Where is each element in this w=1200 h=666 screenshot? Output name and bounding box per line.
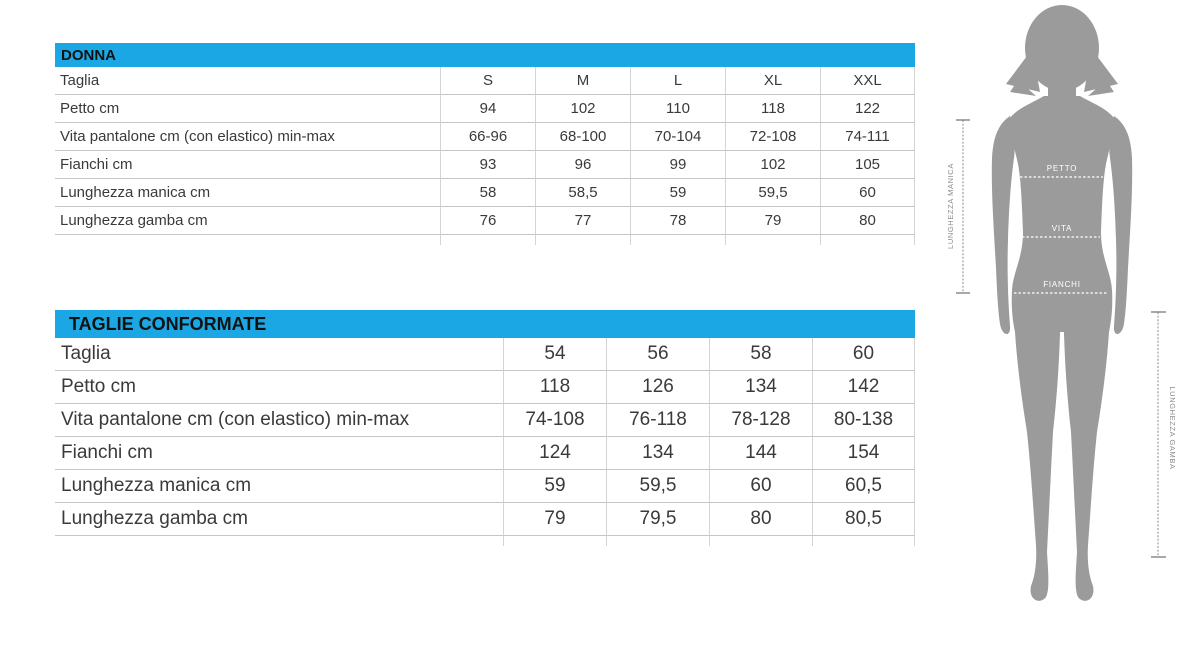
value-cell: 134 bbox=[709, 371, 812, 404]
row-label: Taglia bbox=[55, 67, 440, 95]
value-cell: 70-104 bbox=[630, 123, 725, 151]
value-cell: 79 bbox=[503, 503, 606, 536]
table-row: Taglia 54 56 58 60 bbox=[55, 338, 915, 371]
value-cell: 126 bbox=[606, 371, 709, 404]
size-cell: 54 bbox=[503, 338, 606, 371]
value-cell: 154 bbox=[812, 437, 915, 470]
conformate-size-table: TAGLIE CONFORMATE Taglia 54 56 58 60 Pet… bbox=[55, 310, 915, 569]
value-cell: 59 bbox=[630, 179, 725, 207]
size-cell: 58 bbox=[709, 338, 812, 371]
row-label: Fianchi cm bbox=[55, 151, 440, 179]
table-row: Petto cm 118 126 134 142 bbox=[55, 371, 915, 404]
leg-length-label: LUNGHEZZA GAMBA bbox=[1168, 386, 1177, 469]
value-cell: 78-128 bbox=[709, 404, 812, 437]
value-cell: 99 bbox=[630, 151, 725, 179]
value-cell: 68-100 bbox=[535, 123, 630, 151]
value-cell: 96 bbox=[535, 151, 630, 179]
value-cell: 80-138 bbox=[812, 404, 915, 437]
table-row: Fianchi cm 93 96 99 102 105 bbox=[55, 151, 915, 179]
size-cell: XXL bbox=[820, 67, 915, 95]
value-cell: 144 bbox=[709, 437, 812, 470]
table-row: Vita pantalone cm (con elastico) min-max… bbox=[55, 404, 915, 437]
sleeve-measure bbox=[956, 119, 970, 294]
value-cell: 58 bbox=[440, 179, 535, 207]
value-cell: 110 bbox=[630, 95, 725, 123]
row-label: Petto cm bbox=[55, 371, 503, 404]
row-label: Petto cm bbox=[55, 95, 440, 123]
size-cell: 60 bbox=[812, 338, 915, 371]
chest-label: PETTO bbox=[1047, 164, 1078, 173]
size-cell: L bbox=[630, 67, 725, 95]
value-cell: 58,5 bbox=[535, 179, 630, 207]
value-cell: 66-96 bbox=[440, 123, 535, 151]
table-row: Vita pantalone cm (con elastico) min-max… bbox=[55, 123, 915, 151]
value-cell: 80,5 bbox=[812, 503, 915, 536]
value-cell: 102 bbox=[535, 95, 630, 123]
row-label: Lunghezza gamba cm bbox=[55, 503, 503, 536]
table-row: Taglia S M L XL XXL bbox=[55, 67, 915, 95]
size-cell: S bbox=[440, 67, 535, 95]
value-cell: 142 bbox=[812, 371, 915, 404]
value-cell: 118 bbox=[725, 95, 820, 123]
table-row: Petto cm 94 102 110 118 122 bbox=[55, 95, 915, 123]
hips-label: FIANCHI bbox=[1043, 280, 1081, 289]
conformate-table-title: TAGLIE CONFORMATE bbox=[69, 313, 267, 334]
value-cell: 76 bbox=[440, 207, 535, 235]
value-cell: 80 bbox=[709, 503, 812, 536]
size-cell: M bbox=[535, 67, 630, 95]
donna-table-title: DONNA bbox=[61, 46, 116, 64]
table-row: Lunghezza manica cm 59 59,5 60 60,5 bbox=[55, 470, 915, 503]
row-label: Lunghezza manica cm bbox=[55, 179, 440, 207]
row-label: Taglia bbox=[55, 338, 503, 371]
donna-table-header: DONNA bbox=[55, 43, 915, 67]
value-cell: 59,5 bbox=[606, 470, 709, 503]
size-cell: 56 bbox=[606, 338, 709, 371]
value-cell: 78 bbox=[630, 207, 725, 235]
value-cell: 72-108 bbox=[725, 123, 820, 151]
value-cell: 79,5 bbox=[606, 503, 709, 536]
value-cell: 102 bbox=[725, 151, 820, 179]
row-label: Fianchi cm bbox=[55, 437, 503, 470]
value-cell: 93 bbox=[440, 151, 535, 179]
value-cell: 124 bbox=[503, 437, 606, 470]
woman-silhouette bbox=[991, 5, 1133, 601]
body-measure-lines bbox=[1014, 176, 1108, 294]
row-label: Vita pantalone cm (con elastico) min-max bbox=[55, 404, 503, 437]
value-cell: 60 bbox=[820, 179, 915, 207]
value-cell: 59,5 bbox=[725, 179, 820, 207]
value-cell: 105 bbox=[820, 151, 915, 179]
table-row: Lunghezza manica cm 58 58,5 59 59,5 60 bbox=[55, 179, 915, 207]
table-row: Lunghezza gamba cm 76 77 78 79 80 bbox=[55, 207, 915, 235]
table-row: Fianchi cm 124 134 144 154 bbox=[55, 437, 915, 470]
value-cell: 77 bbox=[535, 207, 630, 235]
value-cell: 94 bbox=[440, 95, 535, 123]
value-cell: 134 bbox=[606, 437, 709, 470]
row-label: Vita pantalone cm (con elastico) min-max bbox=[55, 123, 440, 151]
donna-size-table: DONNA Taglia S M L XL XXL Petto cm 94 10… bbox=[55, 43, 915, 263]
leg-measure bbox=[1151, 311, 1166, 558]
measurement-figure: PETTO VITA FIANCHI LUNGHEZZA MANICA LUNG… bbox=[940, 0, 1200, 650]
value-cell: 74-108 bbox=[503, 404, 606, 437]
table-row: Lunghezza gamba cm 79 79,5 80 80,5 bbox=[55, 503, 915, 536]
value-cell: 60,5 bbox=[812, 470, 915, 503]
value-cell: 76-118 bbox=[606, 404, 709, 437]
value-cell: 122 bbox=[820, 95, 915, 123]
value-cell: 60 bbox=[709, 470, 812, 503]
value-cell: 79 bbox=[725, 207, 820, 235]
row-label: Lunghezza manica cm bbox=[55, 470, 503, 503]
sleeve-length-label: LUNGHEZZA MANICA bbox=[946, 163, 955, 249]
value-cell: 118 bbox=[503, 371, 606, 404]
table-row-stub bbox=[55, 235, 915, 263]
conformate-table-header: TAGLIE CONFORMATE bbox=[55, 310, 915, 338]
value-cell: 59 bbox=[503, 470, 606, 503]
woman-silhouette-diagram: PETTO VITA FIANCHI LUNGHEZZA MANICA LUNG… bbox=[946, 5, 1177, 601]
row-label: Lunghezza gamba cm bbox=[55, 207, 440, 235]
value-cell: 80 bbox=[820, 207, 915, 235]
size-cell: XL bbox=[725, 67, 820, 95]
table-row-stub bbox=[55, 536, 915, 569]
waist-label: VITA bbox=[1052, 224, 1072, 233]
value-cell: 74-111 bbox=[820, 123, 915, 151]
